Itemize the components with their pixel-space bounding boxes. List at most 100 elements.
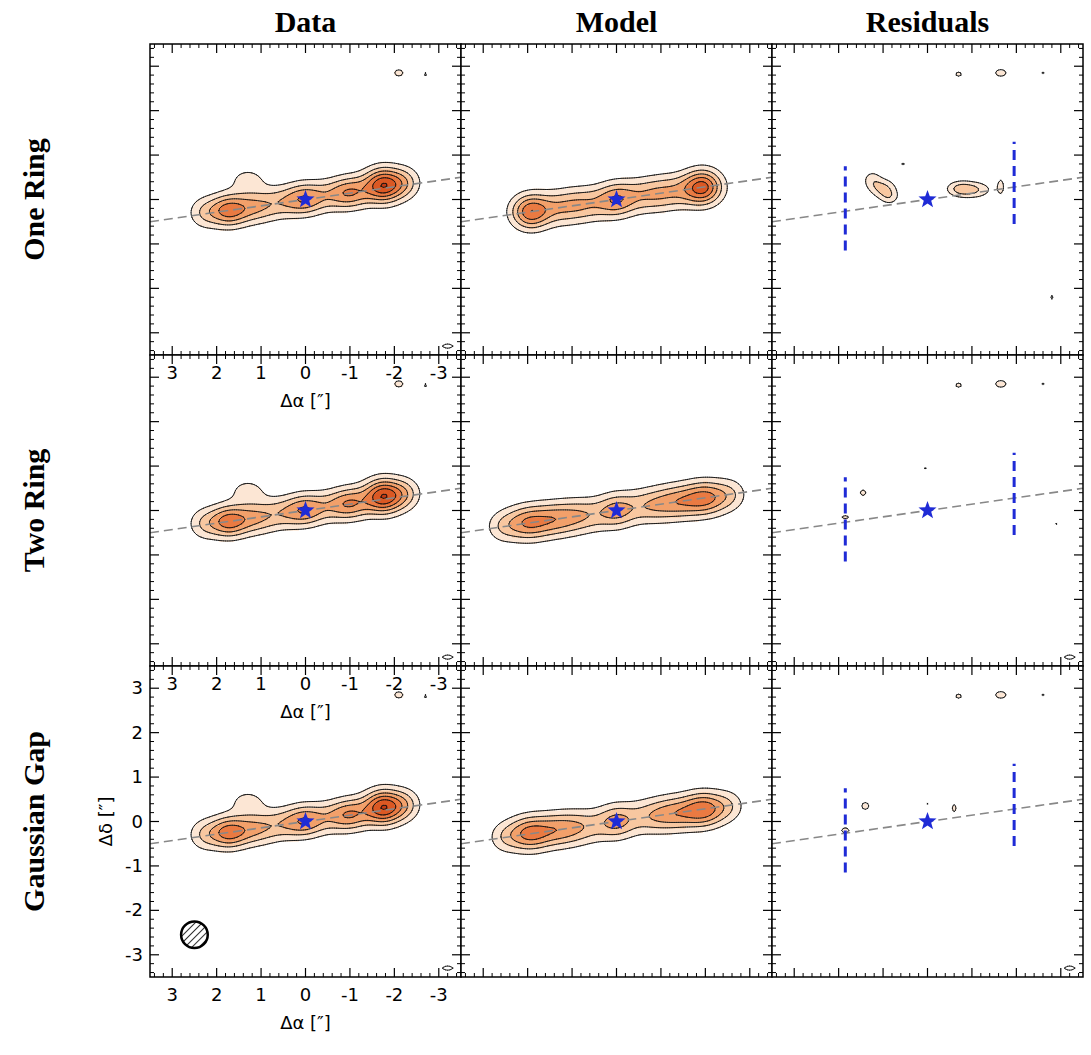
y-tick	[1074, 954, 1083, 955]
y-minor-tick	[1079, 750, 1083, 751]
x-minor-tick	[669, 666, 670, 670]
x-minor-tick	[669, 973, 670, 977]
x-minor-tick	[785, 973, 786, 977]
x-tick	[705, 346, 706, 355]
y-minor-tick	[772, 315, 776, 316]
x-tick	[927, 346, 928, 355]
plot-bg	[772, 44, 1083, 355]
y-minor-tick	[772, 634, 776, 635]
y-minor-tick	[1079, 785, 1083, 786]
x-minor-tick	[580, 973, 581, 977]
x-tick	[838, 346, 839, 355]
y-minor-tick	[150, 661, 154, 662]
x-minor-tick	[963, 355, 964, 359]
contour-line	[373, 178, 396, 193]
y-tick	[150, 865, 159, 866]
y-minor-tick	[150, 403, 154, 404]
y-minor-tick	[772, 83, 776, 84]
x-tick	[616, 346, 617, 355]
x-minor-tick	[1007, 973, 1008, 977]
y-minor-tick	[1079, 679, 1083, 680]
x-minor-tick	[732, 44, 733, 48]
x-minor-tick	[358, 973, 359, 977]
y-minor-tick	[1079, 181, 1083, 182]
x-tick	[260, 44, 261, 53]
x-minor-tick	[234, 44, 235, 48]
x-minor-tick	[225, 666, 226, 670]
y-minor-tick	[150, 359, 154, 360]
x-minor-tick	[732, 355, 733, 359]
y-minor-tick	[461, 137, 465, 138]
y-minor-tick	[461, 705, 465, 706]
x-tick	[660, 44, 661, 53]
y-minor-tick	[772, 368, 776, 369]
plot-area	[772, 44, 1083, 355]
x-minor-tick	[874, 355, 875, 359]
y-minor-tick	[461, 92, 465, 93]
y-tick	[763, 954, 772, 955]
x-minor-tick	[1051, 666, 1052, 670]
y-tick	[150, 643, 159, 644]
x-minor-tick	[429, 973, 430, 977]
panel	[772, 44, 1083, 355]
x-tick	[794, 968, 795, 977]
x-minor-tick	[554, 355, 555, 359]
x-minor-tick	[367, 355, 368, 359]
x-minor-tick	[1007, 666, 1008, 670]
y-minor-tick	[772, 617, 776, 618]
y-minor-tick	[461, 457, 465, 458]
y-tick	[1074, 377, 1083, 378]
x-minor-tick	[456, 973, 457, 977]
x-tick	[483, 657, 484, 666]
x-minor-tick	[1043, 355, 1044, 359]
plot-area	[150, 355, 461, 666]
x-tick	[1060, 666, 1061, 675]
y-minor-tick	[1079, 812, 1083, 813]
y-minor-tick	[150, 937, 154, 938]
x-tick	[1060, 968, 1061, 977]
x-minor-tick	[687, 355, 688, 359]
x-minor-tick	[234, 666, 235, 670]
x-minor-tick	[154, 666, 155, 670]
x-tick	[660, 657, 661, 666]
y-minor-tick	[1079, 483, 1083, 484]
figure: DataModelResidualsOne RingTwo RingGaussi…	[0, 0, 1091, 1055]
x-tick	[838, 355, 839, 364]
x-minor-tick	[341, 355, 342, 359]
y-minor-tick	[772, 252, 776, 253]
x-minor-tick	[811, 44, 812, 48]
x-tick	[660, 346, 661, 355]
y-minor-tick	[150, 759, 154, 760]
x-minor-tick	[1069, 973, 1070, 977]
x-minor-tick	[367, 44, 368, 48]
y-minor-tick	[772, 892, 776, 893]
y-minor-tick	[150, 217, 154, 218]
disk-axis	[461, 488, 772, 532]
x-minor-tick	[758, 666, 759, 670]
contour-line	[381, 183, 387, 187]
x-tick	[1016, 666, 1017, 675]
y-minor-tick	[1079, 137, 1083, 138]
x-minor-tick	[874, 44, 875, 48]
y-tick	[461, 954, 470, 955]
x-minor-tick	[447, 666, 448, 670]
x-minor-tick	[820, 666, 821, 670]
y-tick	[772, 821, 781, 822]
x-minor-tick	[803, 355, 804, 359]
y-minor-tick	[1079, 670, 1083, 671]
y-minor-tick	[1079, 368, 1083, 369]
y-tick	[150, 732, 159, 733]
x-minor-tick	[652, 44, 653, 48]
x-tick	[616, 44, 617, 53]
x-tick	[749, 346, 750, 355]
x-tick	[483, 666, 484, 675]
contour-line	[866, 70, 1053, 299]
y-tick	[461, 199, 470, 200]
x-tick	[660, 968, 661, 977]
x-minor-tick	[421, 973, 422, 977]
x-minor-tick	[500, 666, 501, 670]
y-minor-tick	[150, 448, 154, 449]
x-minor-tick	[874, 973, 875, 977]
y-minor-tick	[150, 785, 154, 786]
x-minor-tick	[474, 666, 475, 670]
